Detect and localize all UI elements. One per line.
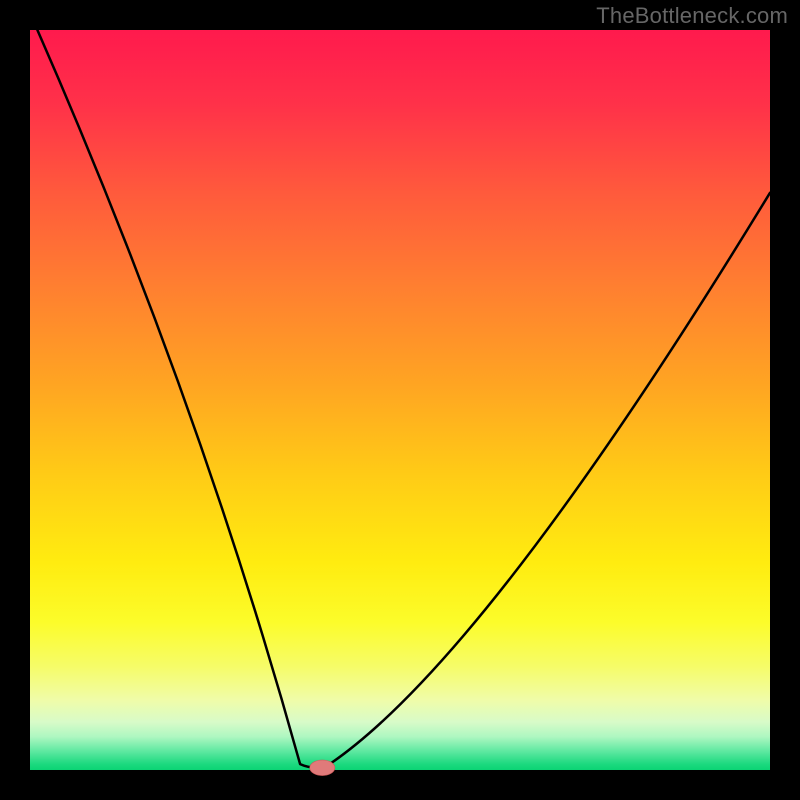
vertex-marker bbox=[310, 760, 335, 776]
curve-layer bbox=[30, 30, 770, 770]
plot-area bbox=[30, 30, 770, 770]
bottleneck-curve bbox=[37, 30, 770, 767]
watermark-text: TheBottleneck.com bbox=[596, 3, 788, 29]
chart-frame: TheBottleneck.com bbox=[0, 0, 800, 800]
